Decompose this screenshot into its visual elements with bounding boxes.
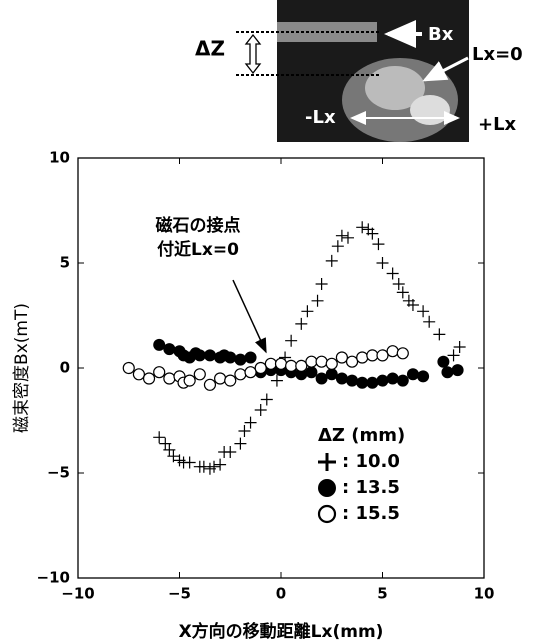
open-marker	[367, 350, 378, 361]
open-marker	[255, 363, 266, 374]
plus-marker	[295, 318, 307, 330]
inset-label: +Lx	[478, 114, 517, 135]
plus-marker	[372, 238, 384, 250]
filled-marker	[366, 377, 378, 389]
y-tick-label: 10	[49, 149, 70, 167]
y-tick-label: 0	[60, 359, 70, 377]
filled-marker	[224, 352, 236, 364]
plus-marker	[454, 341, 466, 353]
y-tick-label: −5	[47, 464, 70, 482]
plus-marker	[326, 255, 338, 267]
filled-marker	[377, 375, 389, 387]
plus-marker	[316, 278, 328, 290]
open-marker	[347, 356, 358, 367]
open-marker	[306, 356, 317, 367]
open-marker	[316, 356, 327, 367]
plus-marker	[238, 425, 250, 437]
annotation-arrow	[233, 280, 266, 352]
y-tick-label: −10	[37, 569, 70, 587]
chart: ΔZ Bx Lx=0 -Lx +Lx X方向の移動距離Lx(mm) 磁束密度Bx…	[0, 0, 554, 644]
filled-marker	[245, 352, 257, 364]
annotation: 磁石の接点	[156, 215, 241, 236]
x-axis-label: X方向の移動距離Lx(mm)	[179, 621, 384, 642]
filled-marker	[407, 368, 419, 380]
filled-marker	[346, 375, 358, 387]
inset-label: ΔZ	[195, 37, 225, 61]
filled-marker	[437, 356, 449, 368]
legend-marker	[319, 506, 335, 522]
open-marker	[387, 346, 398, 357]
plus-marker	[448, 349, 460, 361]
plus-marker	[377, 257, 389, 269]
open-marker	[245, 367, 256, 378]
x-tick-label: −5	[168, 585, 191, 603]
plus-marker	[301, 305, 313, 317]
plus-marker	[261, 394, 273, 406]
filled-marker	[441, 366, 453, 378]
open-marker	[326, 358, 337, 369]
plus-marker	[285, 335, 297, 347]
open-marker	[235, 369, 246, 380]
open-marker	[265, 358, 276, 369]
open-marker	[225, 375, 236, 386]
open-marker	[154, 367, 165, 378]
filled-marker	[417, 370, 429, 382]
open-marker	[286, 360, 297, 371]
plus-marker	[255, 404, 267, 416]
x-tick-label: −10	[61, 585, 94, 603]
legend-marker	[318, 453, 336, 471]
filled-marker	[387, 373, 399, 385]
legend-label: : 13.5	[342, 477, 400, 498]
legend-marker	[318, 479, 336, 497]
y-axis-label: 磁束密度Bx(mT)	[12, 303, 32, 433]
open-marker	[133, 369, 144, 380]
open-marker	[204, 379, 215, 390]
open-marker	[123, 363, 134, 374]
open-marker	[194, 369, 205, 380]
plus-marker	[356, 221, 368, 233]
open-marker	[215, 373, 226, 384]
filled-marker	[204, 349, 216, 361]
open-marker	[397, 348, 408, 359]
inset-label: Bx	[428, 24, 454, 45]
filled-marker	[336, 373, 348, 385]
legend-title: ΔZ (mm)	[318, 425, 405, 446]
plus-marker	[387, 268, 399, 280]
filled-marker	[452, 364, 464, 376]
plus-marker	[271, 375, 283, 387]
filled-marker	[397, 375, 409, 387]
annotation: 付近Lx=0	[157, 239, 239, 260]
plus-marker	[433, 328, 445, 340]
open-marker	[276, 358, 287, 369]
x-tick-label: 5	[377, 585, 387, 603]
open-marker	[184, 375, 195, 386]
plus-marker	[342, 232, 354, 244]
legend-label: : 10.0	[342, 451, 400, 472]
plus-marker	[153, 431, 165, 443]
filled-marker	[234, 354, 246, 366]
plus-marker	[423, 316, 435, 328]
filled-marker	[163, 343, 175, 355]
inset-photo	[236, 0, 469, 142]
x-tick-label: 0	[276, 585, 286, 603]
y-tick-label: 5	[60, 254, 70, 272]
open-marker	[336, 352, 347, 363]
open-marker	[164, 373, 175, 384]
inset-label: Lx=0	[472, 44, 523, 65]
legend-label: : 15.5	[342, 503, 400, 524]
plus-marker	[312, 295, 324, 307]
plus-marker	[245, 417, 257, 429]
open-marker	[357, 352, 368, 363]
inset-label: -Lx	[305, 107, 336, 128]
plus-marker	[336, 230, 348, 242]
open-marker	[377, 350, 388, 361]
plus-marker	[332, 240, 344, 252]
plus-marker	[417, 305, 429, 317]
plus-marker	[234, 438, 246, 450]
open-marker	[144, 373, 155, 384]
plus-marker	[224, 446, 236, 458]
x-tick-label: 10	[474, 585, 495, 603]
filled-marker	[305, 366, 317, 378]
open-marker	[296, 360, 307, 371]
